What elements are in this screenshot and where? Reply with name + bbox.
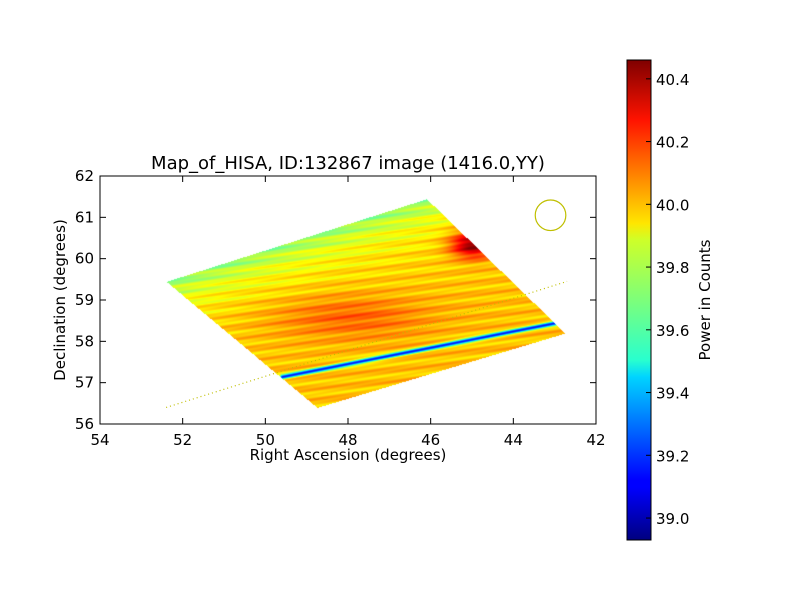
colorbar-tick-label: 39.6: [656, 322, 689, 340]
y-tick-label: 62: [75, 167, 94, 185]
colorbar-tick-label: 39.0: [656, 510, 689, 528]
colorbar-tick-label: 39.8: [656, 259, 689, 277]
colorbar-ticks: 39.0 39.2 39.4 39.6 39.8 40.0 40.2 40.4: [646, 71, 689, 528]
x-tick-label: 48: [338, 431, 357, 449]
x-tick-label: 42: [586, 431, 605, 449]
y-axis-ticks: 56 57 58 59 60 61 62: [75, 167, 596, 433]
plot-area: 54 52 50 48 46 44 42 56 57 58 59 60 61 62: [75, 167, 606, 449]
colorbar-tick-label: 39.2: [656, 447, 689, 465]
x-tick-label: 54: [90, 431, 109, 449]
heatmap-image: [100, 176, 596, 424]
y-tick-label: 58: [75, 332, 94, 350]
x-axis-label: Right Ascension (degrees): [250, 446, 447, 464]
y-tick-label: 59: [75, 291, 94, 309]
x-axis-ticks: 54 52 50 48 46 44 42: [90, 176, 606, 449]
colorbar-tick-label: 40.2: [656, 134, 689, 152]
y-tick-label: 61: [75, 208, 94, 226]
x-tick-label: 46: [421, 431, 440, 449]
beam-circle: [534, 199, 567, 232]
colorbar-gradient: [627, 60, 651, 540]
x-tick-label: 52: [173, 431, 192, 449]
colorbar-frame: [626, 59, 652, 541]
chart-title: Map_of_HISA, ID:132867 image (1416.0,YY): [151, 153, 545, 174]
colorbar-label: Power in Counts: [696, 239, 714, 360]
y-tick-label: 57: [75, 374, 94, 392]
y-tick-label: 60: [75, 250, 94, 268]
colorbar-tick-label: 40.0: [656, 196, 689, 214]
x-tick-label: 50: [256, 431, 275, 449]
colorbar-tick-label: 40.4: [656, 71, 689, 89]
y-axis-label: Declination (degrees): [51, 219, 69, 381]
colorbar: 39.0 39.2 39.4 39.6 39.8 40.0 40.2 40.4: [626, 59, 689, 541]
colorbar-tick-label: 39.4: [656, 385, 689, 403]
x-tick-label: 44: [504, 431, 523, 449]
y-tick-label: 56: [75, 415, 94, 433]
